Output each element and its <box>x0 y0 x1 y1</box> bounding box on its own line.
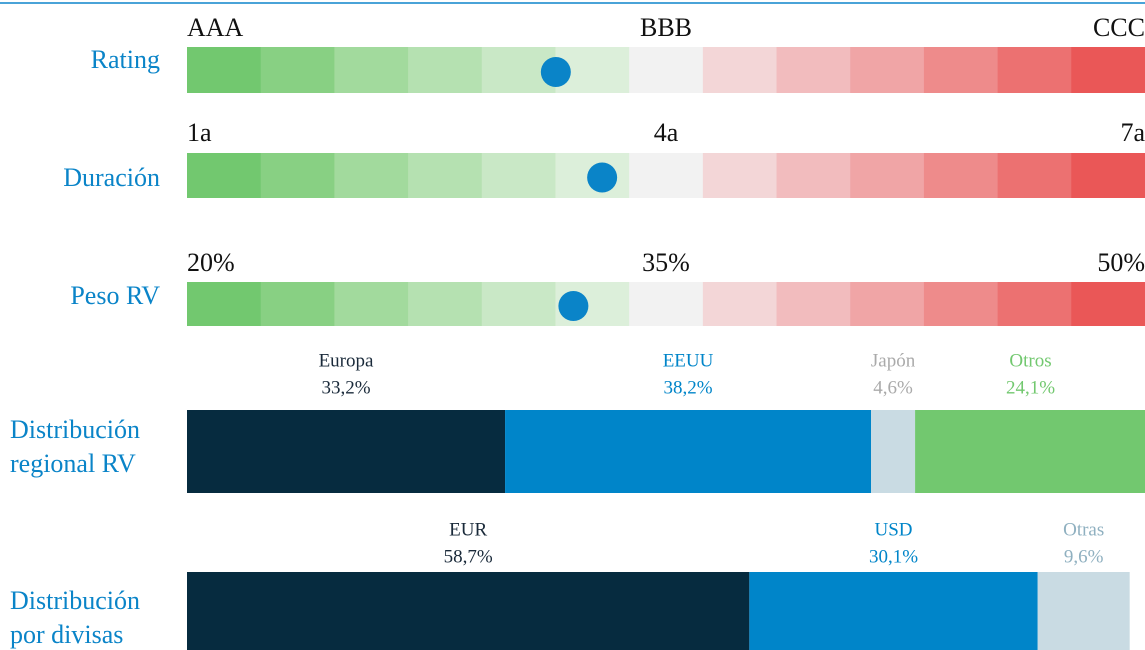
scale-segment <box>408 282 483 326</box>
segment-name: EEUU <box>663 350 714 371</box>
scale-segment <box>481 153 556 198</box>
scale-segment <box>702 282 778 326</box>
row-label: Duración <box>63 163 160 192</box>
scale-segment <box>629 153 704 198</box>
segment-name: Europa <box>319 350 374 371</box>
scale-segment <box>1071 153 1145 198</box>
scale-label: BBB <box>640 13 692 42</box>
bar-segment <box>187 410 506 493</box>
marker <box>540 57 571 87</box>
marker <box>587 162 618 193</box>
row-label: Peso RV <box>70 281 160 310</box>
scale-segment <box>187 153 262 198</box>
marker <box>558 291 589 321</box>
row-label: regional RV <box>10 449 136 478</box>
scale-segment <box>1071 282 1145 326</box>
scale-segment <box>481 282 556 326</box>
scale-segment <box>923 282 999 326</box>
row-label: por divisas <box>10 620 123 649</box>
segment-value: 58,7% <box>444 546 493 567</box>
scale-segment <box>408 47 483 93</box>
scale-label: 50% <box>1097 248 1145 277</box>
segment-value: 33,2% <box>321 377 370 398</box>
bar-segment <box>749 572 1038 650</box>
row-label: Distribución <box>10 415 140 444</box>
scale-segment <box>629 47 704 93</box>
scale-label: 1a <box>187 118 212 147</box>
scale-segment <box>260 47 335 93</box>
scale-segment <box>776 282 851 326</box>
scale-segment <box>334 282 409 326</box>
scale-segment <box>260 153 335 198</box>
scale-segment <box>187 282 262 326</box>
bar-segment <box>871 410 916 493</box>
segment-name: EUR <box>449 519 487 540</box>
scale-label: 7a <box>1120 118 1145 147</box>
scale-segment <box>334 47 409 93</box>
scale-label: 20% <box>187 248 235 277</box>
segment-value: 24,1% <box>1006 377 1055 398</box>
bar-segment <box>187 572 750 650</box>
scale-segment <box>850 282 925 326</box>
scale-segment <box>260 282 335 326</box>
segment-value: 9,6% <box>1064 546 1104 567</box>
segment-name: Japón <box>871 350 916 371</box>
segment-value: 38,2% <box>663 377 712 398</box>
scale-segment <box>997 282 1072 326</box>
scale-segment <box>776 153 851 198</box>
scale-segment <box>187 47 262 93</box>
scale-segment <box>776 47 851 93</box>
scale-label: 35% <box>642 248 690 277</box>
scale-label: 4a <box>654 118 679 147</box>
scale-segment <box>850 47 925 93</box>
bar-segment <box>915 410 1145 493</box>
scale-segment <box>408 153 483 198</box>
segment-name: USD <box>875 519 913 540</box>
scale-segment <box>923 47 999 93</box>
scale-segment <box>923 153 999 198</box>
scale-segment <box>997 47 1072 93</box>
scale-segment <box>629 282 704 326</box>
scale-segment <box>1071 47 1145 93</box>
row-label: Distribución <box>10 586 140 615</box>
segment-name: Otros <box>1009 350 1051 371</box>
scale-segment <box>702 47 778 93</box>
bar-segment <box>1037 572 1130 650</box>
segment-value: 30,1% <box>869 546 918 567</box>
scale-segment <box>850 153 925 198</box>
scale-segment <box>997 153 1072 198</box>
scale-label: CCC <box>1093 13 1145 42</box>
segment-value: 4,6% <box>873 377 913 398</box>
scale-label: AAA <box>187 13 244 42</box>
scale-segment <box>702 153 778 198</box>
segment-name: Otras <box>1063 519 1104 540</box>
row-label: Rating <box>91 45 160 74</box>
scale-segment <box>334 153 409 198</box>
bar-segment <box>505 410 872 493</box>
